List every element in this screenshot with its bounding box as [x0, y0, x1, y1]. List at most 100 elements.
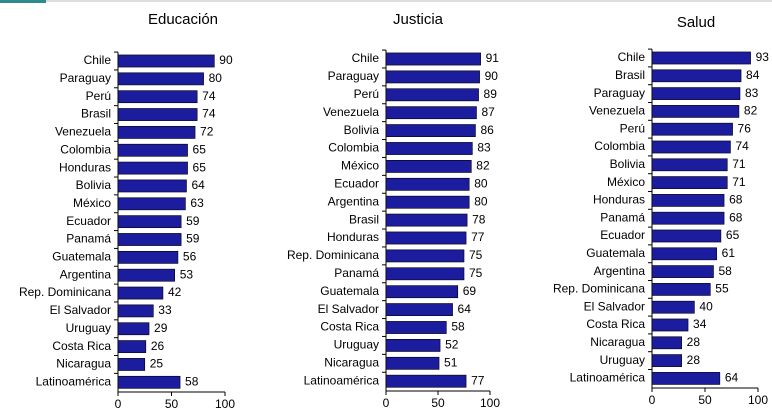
- value-label: 74: [202, 89, 216, 103]
- y-tick-label: Honduras: [59, 160, 111, 174]
- value-label: 78: [472, 212, 486, 226]
- value-label: 71: [732, 175, 746, 189]
- bar: [117, 268, 176, 282]
- bar: [651, 354, 682, 367]
- y-tick-label: El Salvador: [318, 302, 379, 316]
- y-tick-label: Paraguay: [594, 86, 645, 100]
- y-tick-label: Ecuador: [600, 228, 645, 242]
- bar: [651, 176, 728, 189]
- y-tick-label: Brasil: [615, 68, 645, 82]
- value-label: 53: [180, 267, 194, 281]
- x-tick-label: 0: [649, 393, 656, 407]
- y-tick-label: Guatemala: [586, 246, 645, 260]
- bar: [385, 160, 472, 173]
- bar: [385, 88, 479, 102]
- y-tick-label: Panamá: [334, 266, 379, 280]
- bar: [385, 106, 477, 120]
- x-tick-label: 100: [480, 396, 500, 410]
- bar: [651, 229, 722, 243]
- chart-title: Salud: [677, 14, 715, 31]
- y-tick-label: El Salvador: [50, 303, 111, 317]
- x-tick-label: 100: [748, 393, 768, 407]
- x-tick-label: 50: [165, 397, 179, 411]
- bar: [385, 267, 465, 281]
- x-tick-label: 100: [215, 397, 235, 411]
- y-tick-label: Uruguay: [66, 321, 111, 335]
- value-label: 65: [193, 160, 207, 174]
- value-label: 69: [463, 284, 477, 298]
- y-tick-label: Venezuela: [323, 105, 379, 119]
- bar: [117, 72, 204, 86]
- y-tick-label: Nicaragua: [590, 335, 645, 349]
- y-tick-label: México: [341, 159, 379, 173]
- bar: [385, 321, 447, 334]
- y-tick-label: Honduras: [593, 193, 645, 207]
- corner-accent: [0, 0, 46, 3]
- value-label: 90: [219, 53, 233, 67]
- y-tick-label: Chile: [84, 53, 112, 67]
- bar: [385, 249, 465, 263]
- value-label: 77: [471, 230, 485, 244]
- bar: [117, 375, 181, 389]
- chart-title: Educación: [148, 11, 218, 28]
- y-tick-label: Chile: [352, 51, 380, 65]
- bar: [651, 140, 731, 154]
- y-tick-label: Latinoamérica: [304, 373, 380, 387]
- y-tick-label: Paraguay: [60, 71, 111, 85]
- value-label: 64: [725, 371, 739, 385]
- y-tick-label: Argentina: [594, 264, 646, 278]
- y-tick-label: Ecuador: [334, 176, 379, 190]
- bar: [651, 336, 682, 350]
- y-tick-label: Colombia: [60, 142, 111, 156]
- value-label: 74: [735, 139, 749, 153]
- y-tick-label: Rep. Dominicana: [553, 282, 645, 296]
- bar: [117, 322, 150, 336]
- value-label: 33: [158, 303, 172, 317]
- bar: [117, 54, 215, 68]
- bar: [385, 339, 441, 352]
- value-label: 89: [484, 87, 498, 101]
- y-tick-label: Bolivia: [610, 157, 646, 171]
- y-tick-label: Argentina: [328, 194, 380, 208]
- y-tick-label: Paraguay: [328, 69, 379, 83]
- value-label: 76: [738, 121, 752, 135]
- bar: [117, 304, 154, 318]
- bar: [117, 126, 196, 139]
- y-tick-label: Brasil: [349, 212, 379, 226]
- bar: [651, 247, 717, 261]
- y-tick-label: Brasil: [81, 107, 111, 121]
- y-tick-label: Costa Rica: [52, 339, 111, 353]
- y-tick-label: El Salvador: [584, 299, 645, 313]
- y-tick-label: Bolivia: [344, 123, 380, 137]
- y-tick-label: Honduras: [327, 230, 379, 244]
- y-tick-label: Rep. Dominicana: [19, 285, 111, 299]
- bar: [117, 215, 182, 229]
- y-tick-label: Uruguay: [334, 338, 379, 352]
- y-tick-label: Colombia: [328, 141, 379, 155]
- value-label: 68: [729, 193, 743, 207]
- y-tick-label: Argentina: [60, 267, 112, 281]
- bar: [651, 318, 689, 332]
- bar: [651, 194, 725, 207]
- y-tick-label: Latinoamérica: [570, 371, 646, 385]
- value-label: 71: [732, 157, 746, 171]
- value-label: 68: [729, 210, 743, 224]
- value-label: 42: [168, 285, 182, 299]
- y-tick-label: Latinoamérica: [36, 374, 112, 388]
- bar: [117, 340, 147, 353]
- bar: [385, 285, 459, 299]
- value-label: 83: [745, 86, 759, 100]
- value-label: 61: [722, 246, 736, 260]
- bar: [117, 90, 198, 104]
- bar: [651, 372, 721, 385]
- y-tick-label: Nicaragua: [56, 357, 111, 371]
- bar: [117, 108, 198, 121]
- y-tick-label: Venezuela: [589, 104, 645, 118]
- value-label: 72: [200, 125, 214, 139]
- y-tick-label: México: [73, 196, 111, 210]
- y-tick-label: Panamá: [600, 210, 645, 224]
- value-label: 64: [191, 178, 205, 192]
- bar: [385, 142, 473, 155]
- value-label: 82: [744, 104, 758, 118]
- value-label: 74: [202, 107, 216, 121]
